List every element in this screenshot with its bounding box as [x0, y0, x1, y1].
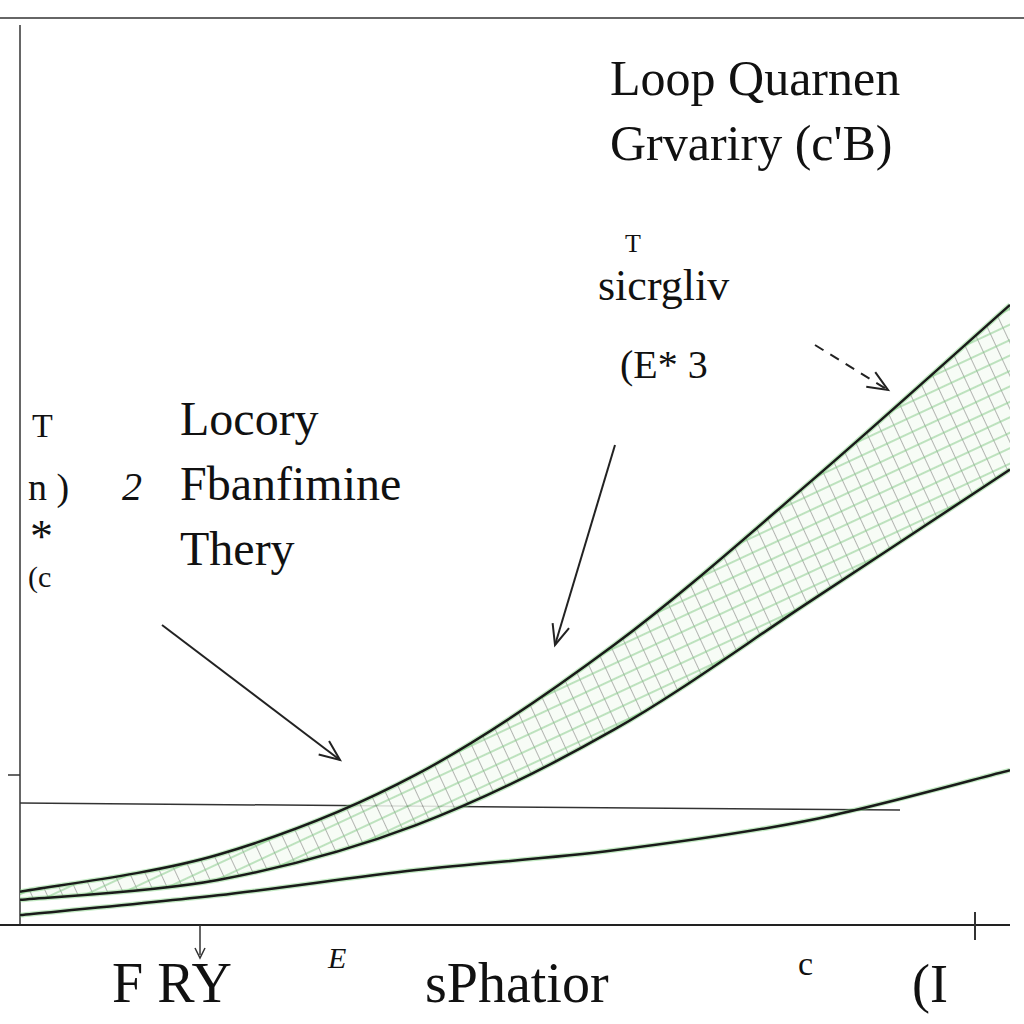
annotation: T [32, 407, 53, 444]
annotation: sicrgliv [598, 261, 729, 310]
annotation: T [625, 229, 641, 258]
arrow [555, 445, 615, 645]
annotation: (I [912, 954, 948, 1014]
annotation: Fbanfimine [180, 457, 401, 510]
annotation: (c [28, 560, 51, 594]
annotation: Grvariry (c'B) [610, 115, 893, 171]
annotation: * [30, 511, 53, 562]
arrow-head [866, 372, 888, 390]
frame-top [0, 17, 1024, 19]
annotation: sPhatior [425, 952, 609, 1014]
annotation: E [327, 941, 346, 974]
annotation: (E* 3 [620, 342, 708, 387]
annotation: F RY [112, 952, 232, 1014]
arrow-head [319, 741, 340, 760]
series-line [20, 770, 1010, 915]
annotation: Locory [180, 392, 319, 445]
plot-area [20, 305, 1010, 915]
annotation: 2 [122, 464, 142, 509]
series-glow [20, 305, 1010, 892]
arrow-head [553, 623, 569, 645]
series-line [20, 305, 1010, 892]
annotation: Thery [180, 522, 295, 575]
axis-notch [8, 774, 20, 776]
arrow [815, 345, 888, 390]
series-glow [20, 470, 1010, 900]
series-line [20, 470, 1010, 900]
annotation: Loop Quarnen [610, 50, 900, 106]
arrow [162, 625, 340, 760]
annotation: n ) [28, 466, 69, 509]
chart: Loop Quarnen Grvariry (c'B) Tsicrgliv (E* 3… [0, 0, 1024, 1024]
x-axis [0, 924, 1010, 926]
annotation: c [798, 945, 813, 982]
axis-notch [199, 925, 201, 955]
y-axis [19, 25, 21, 925]
axis-notch [974, 912, 976, 940]
series-glow [20, 770, 1010, 915]
